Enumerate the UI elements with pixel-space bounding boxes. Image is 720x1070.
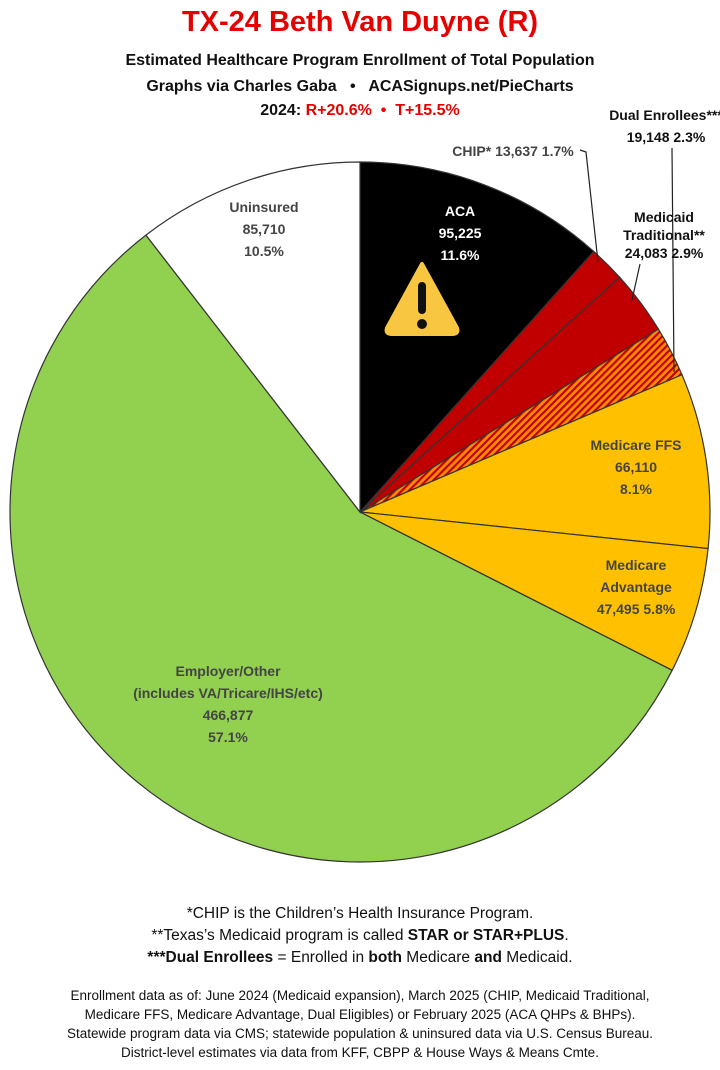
slice-label: Uninsured — [229, 199, 298, 215]
slice-label: 66,110 — [615, 459, 657, 475]
year-label: 2024: — [260, 102, 302, 119]
footnote-line: ***Dual Enrollees = Enrolled in both Med… — [0, 947, 720, 969]
chart-subtitle: Estimated Healthcare Program Enrollment … — [125, 52, 595, 69]
slice-label: Dual Enrollees*** — [609, 107, 720, 123]
chart-title: TX-24 Beth Van Duyne (R) — [181, 6, 539, 38]
slice-label: 24,083 2.9% — [625, 245, 704, 261]
pie-chart: ACA 95,225 11.6% CHIP* 13,637 1.7% Medicaid T… — [9, 107, 720, 863]
pie-slice-medicare-ffs — [357, 373, 711, 550]
warning-icon — [384, 262, 460, 336]
source-line: District-level estimates via data from K… — [121, 1045, 599, 1060]
footnote-segment: . — [564, 927, 569, 944]
slice-label: 95,225 — [439, 225, 482, 241]
slice-label: 466,877 — [203, 707, 254, 723]
leader-line — [671, 147, 675, 373]
source-notes: Enrollment data as of: June 2024 (Medica… — [0, 986, 720, 1062]
chart-credit: Graphs via Charles Gaba • ACASignups.net… — [146, 78, 574, 95]
footnote-segment: *CHIP is the Children’s Health Insurance… — [186, 905, 534, 922]
footnote-segment: Medicaid. — [501, 949, 573, 966]
footnote-segment: = Enrolled in — [273, 949, 369, 966]
slice-label: (includes VA/Tricare/IHS/etc) — [133, 685, 323, 701]
slice-label: 85,710 — [243, 221, 286, 237]
footnote-segment: STAR or STAR+PLUS — [407, 927, 565, 944]
slice-label: ACA — [445, 203, 475, 219]
pie-slice-aca — [359, 161, 595, 514]
slice-label: 19,148 2.3% — [627, 129, 706, 145]
pie-slice-employer-other — [9, 234, 673, 863]
source-line: Statewide program data via CMS; statewid… — [66, 1026, 654, 1041]
slice-label: Traditional** — [623, 227, 705, 243]
footnote-line: **Texas’s Medicaid program is called STA… — [0, 925, 720, 947]
slice-label: Medicare — [606, 557, 667, 573]
footnote-line: *CHIP is the Children’s Health Insurance… — [0, 903, 720, 925]
source-line: Medicare FFS, Medicare Advantage, Dual E… — [84, 1007, 636, 1022]
slice-label: 10.5% — [244, 243, 284, 259]
footnotes: *CHIP is the Children’s Health Insurance… — [0, 903, 720, 969]
source-line: Enrollment data as of: June 2024 (Medica… — [70, 988, 650, 1003]
slice-label: 57.1% — [208, 729, 248, 745]
pie-slice-uninsured — [145, 161, 361, 514]
partisan-margins: 2024: R+20.6% • T+15.5% — [0, 102, 720, 120]
slice-label: 11.6% — [441, 247, 480, 263]
slice-label: Medicare FFS — [590, 437, 681, 453]
footnote-segment: ***Dual Enrollees — [147, 949, 274, 966]
slice-label: CHIP* 13,637 1.7% — [452, 143, 574, 159]
slice-label: Employer/Other — [175, 663, 281, 679]
slice-label: 47,495 5.8% — [597, 601, 676, 617]
slice-label: Medicaid — [634, 209, 694, 225]
pie-slice-medicare-advantage — [359, 511, 709, 672]
leader-line — [631, 263, 641, 301]
margins-value: R+20.6% • T+15.5% — [305, 102, 460, 119]
slice-label: Advantage — [600, 579, 672, 595]
slice-label: 8.1% — [620, 481, 652, 497]
leader-line — [579, 149, 599, 263]
footnote-segment: and — [474, 949, 502, 966]
footnote-segment: Medicare — [401, 949, 475, 966]
footnote-segment: both — [368, 949, 402, 966]
footnote-segment: **Texas’s Medicaid program is called — [151, 927, 408, 944]
